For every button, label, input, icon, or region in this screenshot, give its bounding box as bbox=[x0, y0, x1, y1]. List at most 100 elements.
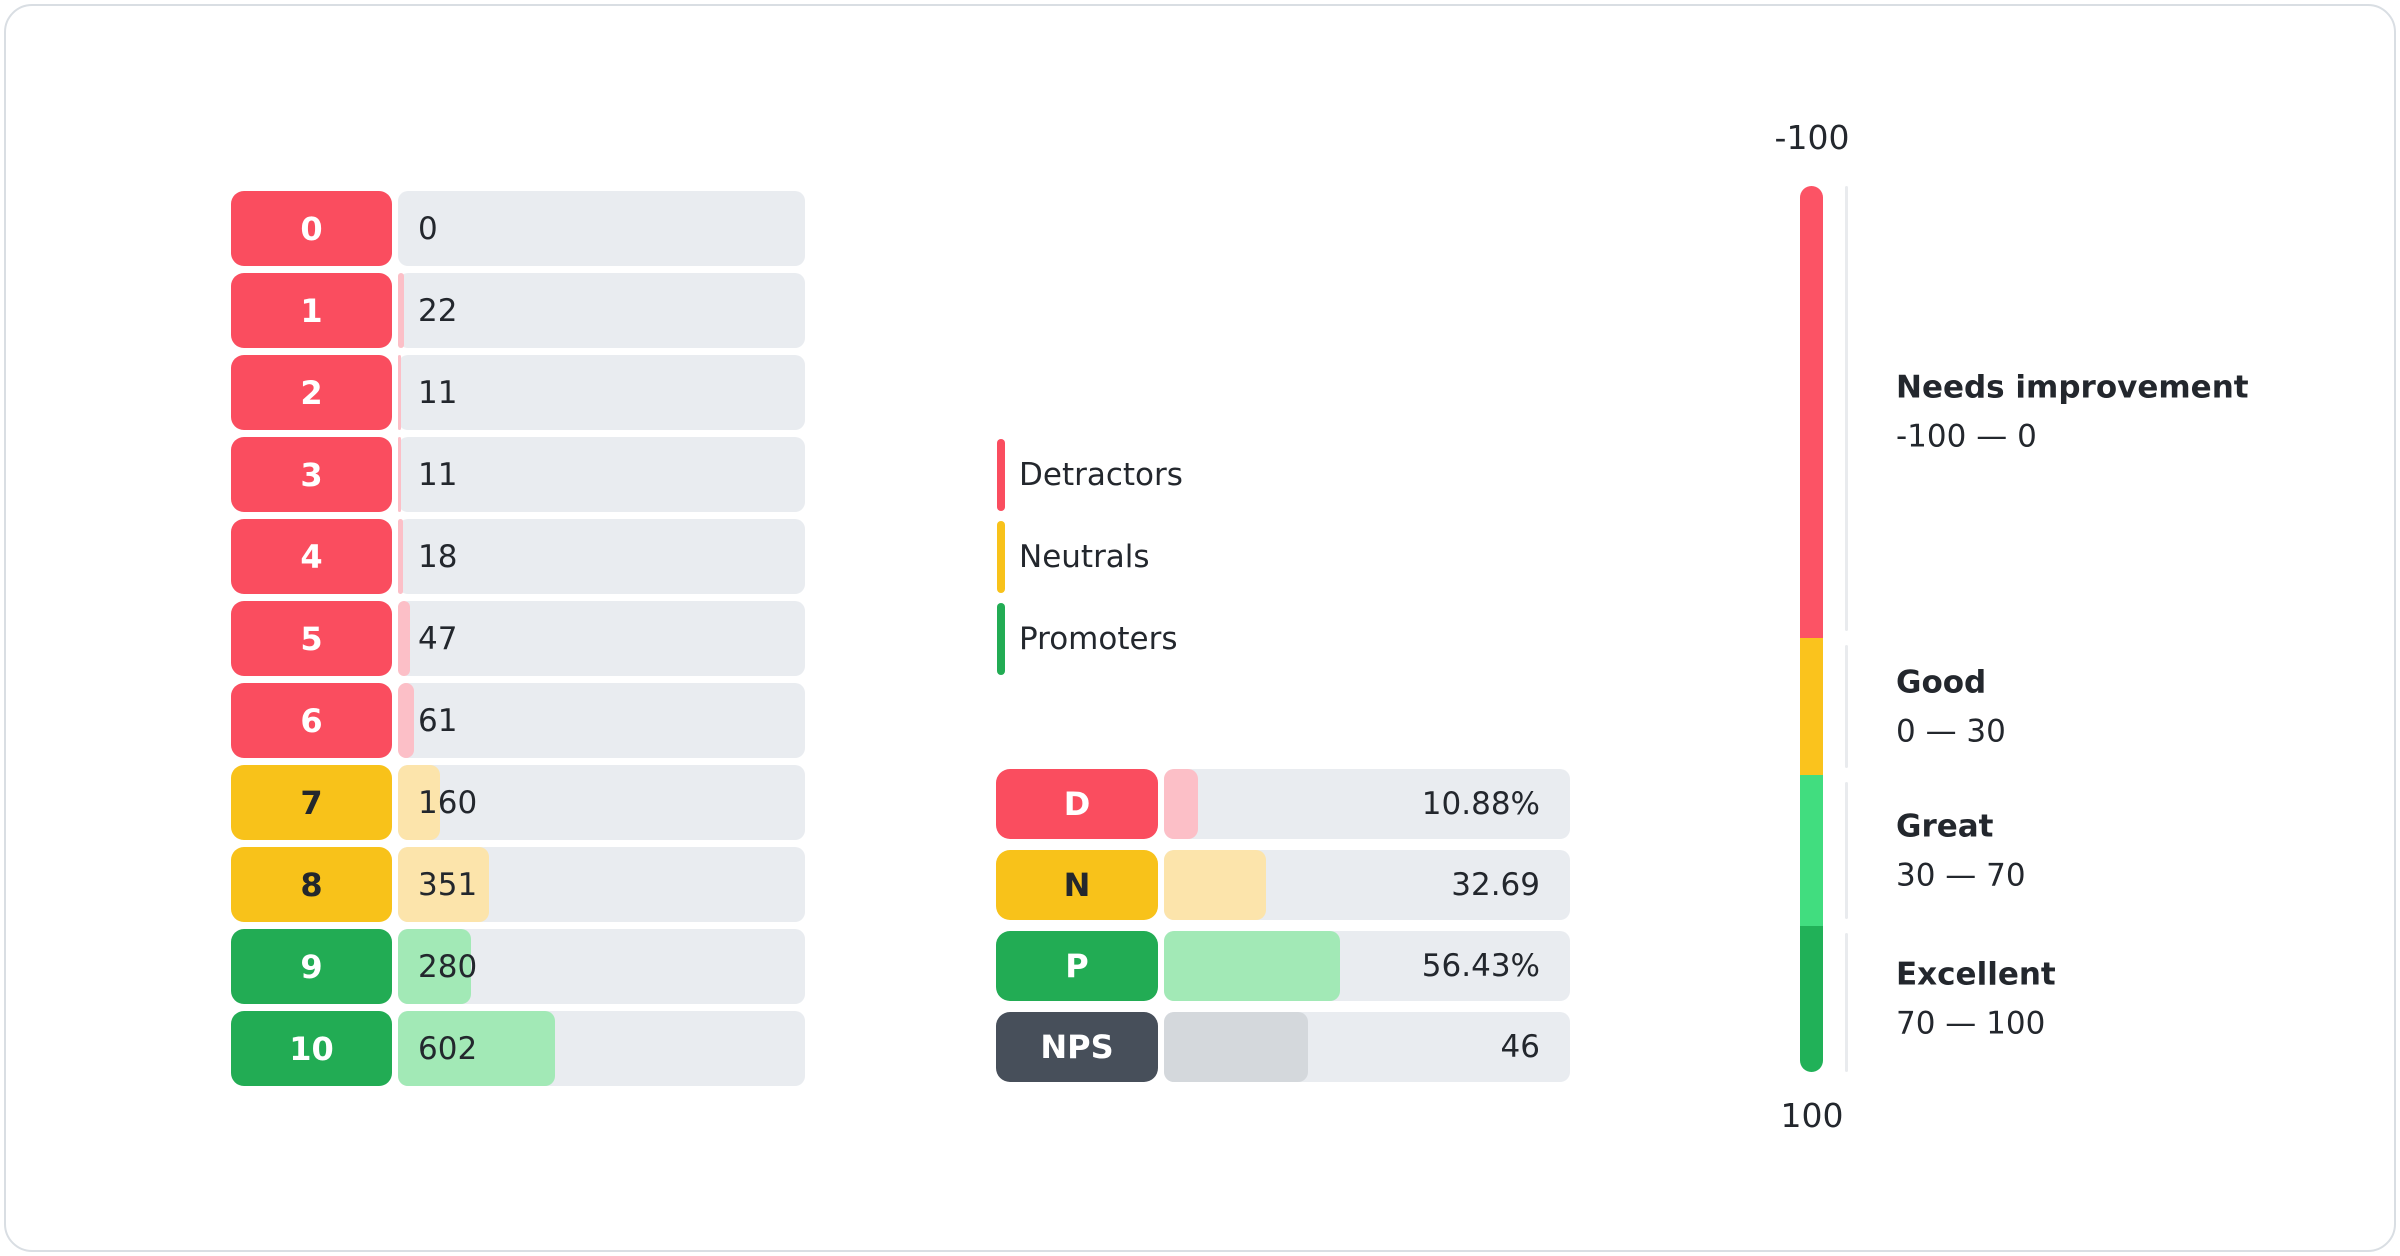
score-row: 8 351 bbox=[231, 847, 805, 922]
gauge-zone-range: -100 — 0 bbox=[1896, 418, 2037, 455]
score-bar-fill bbox=[398, 601, 411, 676]
score-bar-track: 0 bbox=[398, 191, 805, 266]
score-bar-track: 351 bbox=[398, 847, 805, 922]
score-badge: 5 bbox=[231, 601, 392, 676]
gauge-zone-label: Great 30 — 70 bbox=[1896, 806, 2026, 895]
gauge-zone-range: 30 — 70 bbox=[1896, 857, 2026, 893]
summary-bar-track: 56.43% bbox=[1164, 931, 1570, 1001]
legend-label: Detractors bbox=[1019, 457, 1183, 493]
summary-row: NPS 46 bbox=[996, 1012, 1570, 1082]
score-badge: 7 bbox=[231, 765, 392, 840]
gauge-zone-label: Excellent 70 — 100 bbox=[1896, 954, 2056, 1043]
score-badge: 9 bbox=[231, 929, 392, 1004]
legend-label: Neutrals bbox=[1019, 539, 1150, 575]
score-badge: 8 bbox=[231, 847, 392, 922]
summary-row: D 10.88% bbox=[996, 769, 1570, 839]
score-bar-track: 61 bbox=[398, 683, 805, 758]
score-badge: 10 bbox=[231, 1011, 392, 1086]
score-bar-track: 602 bbox=[398, 1011, 805, 1086]
score-row: 2 11 bbox=[231, 355, 805, 430]
summary-value: 56.43% bbox=[1421, 948, 1540, 984]
score-bar-track: 11 bbox=[398, 437, 805, 512]
score-bar-track: 160 bbox=[398, 765, 805, 840]
summary-bar-fill bbox=[1164, 931, 1341, 1001]
score-bar-fill bbox=[398, 765, 440, 840]
neutral-legend-tick bbox=[997, 521, 1005, 593]
gauge-zone-range: 0 — 30 bbox=[1896, 713, 2006, 750]
gauge-tick-segment bbox=[1845, 644, 1848, 769]
gauge-tick-line bbox=[1845, 186, 1848, 1072]
score-row: 5 47 bbox=[231, 601, 805, 676]
summary-badge: D bbox=[996, 769, 1158, 839]
score-badge: 2 bbox=[231, 355, 392, 430]
summary-row: P 56.43% bbox=[996, 931, 1570, 1001]
score-value: 160 bbox=[418, 784, 478, 821]
gauge-max-label: 100 bbox=[1780, 1096, 1844, 1135]
summary-bar-track: 10.88% bbox=[1164, 769, 1570, 839]
legend-item: Promoters bbox=[997, 603, 1183, 675]
gauge-zone-title: Good bbox=[1896, 664, 1987, 701]
legend-item: Neutrals bbox=[997, 521, 1183, 593]
score-value: 61 bbox=[418, 702, 458, 739]
gauge-segment-excellent bbox=[1800, 925, 1823, 1072]
score-value: 280 bbox=[418, 948, 478, 985]
summary-bar-track: 46 bbox=[1164, 1012, 1570, 1082]
legend: Detractors Neutrals Promoters bbox=[997, 439, 1183, 685]
score-bar-fill bbox=[398, 519, 403, 594]
detractor-legend-tick bbox=[997, 439, 1005, 511]
summary-bar-track: 32.69 bbox=[1164, 850, 1570, 920]
score-value: 47 bbox=[418, 620, 458, 657]
gauge-min-label: -100 bbox=[1774, 118, 1850, 157]
score-row: 4 18 bbox=[231, 519, 805, 594]
score-badge: 4 bbox=[231, 519, 392, 594]
legend-item: Detractors bbox=[997, 439, 1183, 511]
summary-badge: N bbox=[996, 850, 1158, 920]
score-row: 6 61 bbox=[231, 683, 805, 758]
gauge-tick-segment bbox=[1845, 782, 1848, 919]
score-row: 9 280 bbox=[231, 929, 805, 1004]
score-row: 1 22 bbox=[231, 273, 805, 348]
score-bar-fill bbox=[398, 683, 414, 758]
score-value: 22 bbox=[418, 292, 458, 329]
score-bar-fill bbox=[398, 929, 471, 1004]
summary-row: N 32.69 bbox=[996, 850, 1570, 920]
score-bar-track: 47 bbox=[398, 601, 805, 676]
nps-summary-chart: D 10.88% N 32.69 P 56.43% NPS 46 bbox=[996, 769, 1570, 1093]
score-bar-fill bbox=[398, 847, 490, 922]
score-badge: 6 bbox=[231, 683, 392, 758]
gauge-segment-great bbox=[1800, 775, 1823, 926]
score-bar-track: 18 bbox=[398, 519, 805, 594]
summary-value: 32.69 bbox=[1451, 867, 1540, 903]
score-badge: 3 bbox=[231, 437, 392, 512]
score-bar-fill bbox=[398, 437, 401, 512]
summary-badge: NPS bbox=[996, 1012, 1158, 1082]
summary-bar-fill bbox=[1164, 769, 1198, 839]
score-bar-track: 280 bbox=[398, 929, 805, 1004]
gauge-zone-range: 70 — 100 bbox=[1896, 1005, 2046, 1042]
gauge-segment-needs-improvement bbox=[1800, 186, 1823, 638]
promoter-legend-tick bbox=[997, 603, 1005, 675]
summary-badge: P bbox=[996, 931, 1158, 1001]
summary-bar-fill bbox=[1164, 850, 1267, 920]
gauge-zone-labels: Needs improvement -100 — 0 Good 0 — 30 Great… bbox=[1896, 186, 2326, 1072]
gauge-zone-title: Excellent bbox=[1896, 956, 2056, 993]
score-value: 0 bbox=[418, 210, 438, 247]
gauge-zone-title: Needs improvement bbox=[1896, 369, 2249, 406]
score-bar-track: 22 bbox=[398, 273, 805, 348]
score-value: 11 bbox=[418, 456, 458, 493]
score-distribution-chart: 0 0 1 22 2 11 3 11 4 18 5 47 6 61 7 160 8 351 9 280 10 602 bbox=[231, 191, 805, 1093]
gauge-zone-label: Needs improvement -100 — 0 bbox=[1896, 367, 2249, 456]
gauge-tick-segment bbox=[1845, 932, 1848, 1072]
gauge-tick-segment bbox=[1845, 186, 1848, 631]
legend-label: Promoters bbox=[1019, 621, 1178, 657]
score-bar-fill bbox=[398, 355, 401, 430]
nps-gauge-bar bbox=[1800, 186, 1823, 1072]
gauge-segment-good bbox=[1800, 637, 1823, 776]
score-badge: 1 bbox=[231, 273, 392, 348]
gauge-zone-label: Good 0 — 30 bbox=[1896, 662, 2006, 751]
score-value: 11 bbox=[418, 374, 458, 411]
score-value: 602 bbox=[418, 1030, 478, 1067]
score-bar-track: 11 bbox=[398, 355, 805, 430]
